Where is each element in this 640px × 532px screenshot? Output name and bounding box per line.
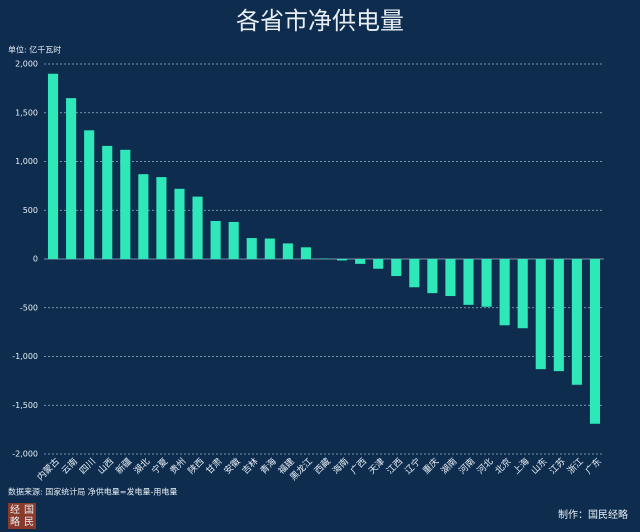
- bar: [300, 247, 311, 259]
- bar: [84, 130, 95, 259]
- y-tick-label: 2,000: [15, 60, 38, 69]
- logo-char: 国: [24, 504, 34, 516]
- bar: [571, 259, 582, 385]
- logo-box: [8, 503, 36, 529]
- chart-title: 各省市净供电量: [236, 7, 404, 35]
- bar: [535, 259, 546, 370]
- y-tick-label: 1,000: [15, 157, 38, 166]
- source-note: 数据来源: 国家统计局 净供电量=发电量-用电量: [8, 487, 177, 497]
- bar: [517, 259, 528, 329]
- bar: [337, 259, 348, 261]
- y-tick-label: 0: [33, 255, 38, 264]
- bar: [264, 238, 275, 259]
- credit: 制作：国民经略: [558, 508, 628, 521]
- bar: [174, 188, 185, 259]
- y-tick-label: -2,000: [12, 450, 38, 459]
- bar: [102, 145, 113, 259]
- bar: [463, 259, 474, 305]
- bar: [445, 259, 456, 297]
- bar: [47, 73, 59, 259]
- bar: [138, 174, 149, 259]
- bar: [228, 221, 239, 259]
- bar: [373, 259, 384, 269]
- bar: [282, 243, 293, 259]
- bar: [210, 220, 221, 259]
- y-tick-label: -1,000: [12, 352, 38, 361]
- bar: [499, 259, 510, 326]
- logo-char: 民: [24, 516, 34, 528]
- bar: [553, 259, 564, 372]
- bar: [427, 259, 438, 294]
- logo-char: 经: [10, 503, 20, 516]
- bar: [192, 196, 203, 259]
- y-tick-label: -500: [20, 303, 38, 312]
- bar: [589, 259, 601, 424]
- bar: [120, 149, 131, 259]
- y-tick-label: 1,500: [15, 108, 38, 117]
- bar: [156, 177, 167, 259]
- bar: [481, 259, 492, 307]
- bar: [355, 259, 366, 264]
- bar: [391, 259, 402, 277]
- unit-label: 单位: 亿千瓦时: [8, 45, 61, 55]
- bar: [66, 98, 77, 259]
- bar: [409, 259, 420, 288]
- bar: [246, 238, 257, 259]
- logo-char: 略: [10, 515, 20, 528]
- y-tick-label: -1,500: [12, 401, 38, 410]
- y-tick-label: 500: [23, 206, 38, 215]
